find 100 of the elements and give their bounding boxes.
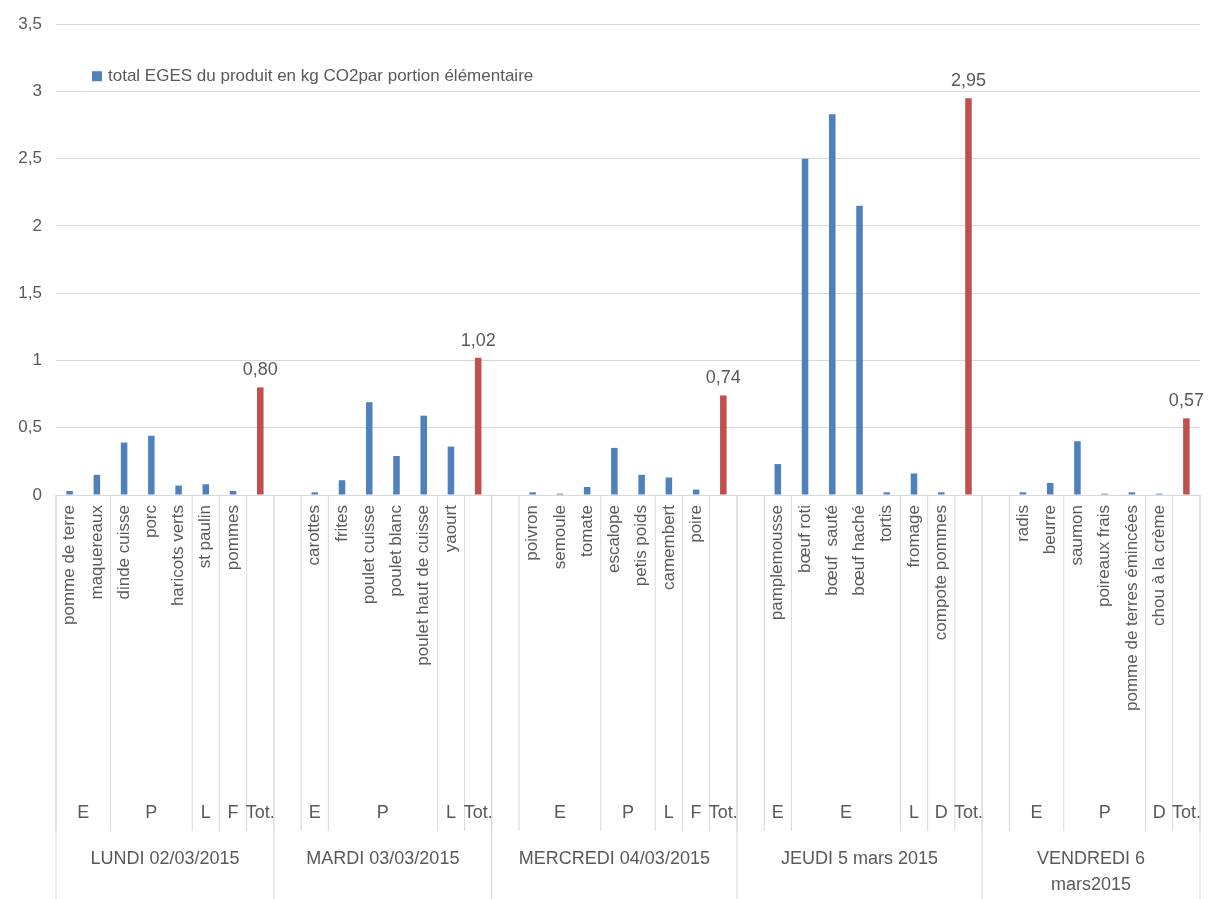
text: P xyxy=(1098,801,1111,822)
x-tick-label: frites xyxy=(331,505,351,542)
text: E xyxy=(839,801,852,822)
bar xyxy=(148,435,155,495)
text: F xyxy=(227,801,239,822)
bar xyxy=(1183,418,1190,495)
text: LUNDI 02/03/2015 xyxy=(90,847,240,868)
bar xyxy=(93,474,101,495)
bar xyxy=(856,205,863,495)
bar xyxy=(829,114,836,495)
text: E xyxy=(77,801,90,822)
text: L xyxy=(445,801,456,822)
bar xyxy=(965,98,972,495)
x-tick-label: poireaux frais xyxy=(1094,505,1114,608)
x-tick-label: pomme de terre xyxy=(59,505,79,625)
text: E xyxy=(308,801,321,822)
text: E xyxy=(553,801,566,822)
bar xyxy=(393,455,400,495)
bar xyxy=(365,402,373,495)
bar xyxy=(311,492,319,495)
text: Tot. xyxy=(708,801,738,822)
text: Tot. xyxy=(953,801,983,822)
bar xyxy=(529,492,536,495)
y-tick-label: 3,5 xyxy=(18,13,42,33)
x-tick-label: bœuf roti xyxy=(794,505,814,574)
text: F xyxy=(690,801,702,822)
y-tick-label: 1,5 xyxy=(18,282,42,302)
data-label: 2,95 xyxy=(950,70,986,91)
x-tick-label: chou à la crème xyxy=(1148,505,1168,626)
bar xyxy=(202,484,210,495)
text: MARDI 03/03/2015 xyxy=(306,847,460,868)
text: P xyxy=(145,801,158,822)
bar xyxy=(801,158,809,495)
x-tick-label: poulet haut de cuisse xyxy=(413,505,433,666)
x-tick-label: pommes xyxy=(222,505,242,571)
x-tick-label: escalope xyxy=(604,505,624,574)
x-tick-label: tortis xyxy=(876,505,896,542)
text: D xyxy=(934,801,948,822)
text: Tot. xyxy=(245,801,275,822)
y-tick-label: 0 xyxy=(32,484,42,504)
data-label: 0,74 xyxy=(705,367,741,388)
text: VENDREDI 6 mars2015 xyxy=(1037,847,1146,894)
bar xyxy=(420,415,427,495)
bar xyxy=(120,442,128,495)
text: L xyxy=(663,801,674,822)
bar xyxy=(937,492,945,495)
bar xyxy=(910,473,918,495)
text: L xyxy=(908,801,920,822)
text: Tot. xyxy=(463,801,493,822)
x-tick-label: yaourt xyxy=(440,504,460,553)
x-tick-label: radis xyxy=(1012,505,1032,542)
bar xyxy=(474,357,482,495)
x-tick-label: dinde cuisse xyxy=(113,505,133,600)
x-tick-label: tomate xyxy=(576,505,596,557)
x-tick-label: maquereaux xyxy=(86,504,106,600)
x-tick-label: poulet blanc xyxy=(386,504,406,597)
text: MERCREDI 04/03/2015 xyxy=(518,847,710,868)
bar xyxy=(1074,441,1081,495)
bar xyxy=(638,474,645,495)
text: Tot. xyxy=(1171,801,1201,822)
bar xyxy=(1046,482,1054,495)
x-tick-label: saumon xyxy=(1067,505,1087,566)
text: P xyxy=(621,801,635,822)
bar xyxy=(611,447,618,495)
bar xyxy=(883,492,891,495)
y-tick-label: 1 xyxy=(32,350,42,370)
data-label: 0,80 xyxy=(242,359,278,380)
x-tick-label: camembert xyxy=(658,504,678,591)
bar xyxy=(692,489,700,495)
bar xyxy=(583,486,591,495)
text: D xyxy=(1152,801,1166,822)
x-tick-label: poulet cuisse xyxy=(358,505,378,605)
x-tick-label: fromage xyxy=(903,505,923,568)
x-tick-label: compote pommes xyxy=(930,505,950,641)
legend-label: total EGES du produit en kg CO2par portion élémentaire xyxy=(108,65,534,85)
y-tick-label: 2 xyxy=(32,215,42,235)
data-label: 1,02 xyxy=(460,329,496,350)
x-tick-label: bœuf sauté xyxy=(821,505,841,596)
text: E xyxy=(771,801,784,822)
bar xyxy=(257,387,264,495)
x-tick-label: bœuf haché xyxy=(849,505,869,596)
text: JEUDI 5 mars 2015 xyxy=(780,847,939,868)
y-tick-label: 3 xyxy=(32,81,42,101)
x-tick-label: haricots verts xyxy=(168,505,188,607)
y-tick-label: 0,5 xyxy=(18,417,42,437)
x-tick-label: porc xyxy=(141,504,161,539)
bar xyxy=(1019,492,1027,495)
x-tick-label: petis poids xyxy=(631,505,651,587)
bar xyxy=(229,490,237,495)
x-tick-label: poire xyxy=(685,505,705,543)
x-tick-label: poivron xyxy=(522,505,542,561)
data-label: 0,57 xyxy=(1168,390,1204,411)
y-tick-label: 2,5 xyxy=(18,148,42,168)
bar xyxy=(66,490,73,495)
x-tick-label: pomme de terres émincées xyxy=(1121,505,1141,711)
bar xyxy=(175,485,182,495)
text: E xyxy=(1030,801,1043,822)
x-tick-label: st paulin xyxy=(195,505,215,569)
bar xyxy=(774,464,782,495)
text: L xyxy=(200,801,211,822)
